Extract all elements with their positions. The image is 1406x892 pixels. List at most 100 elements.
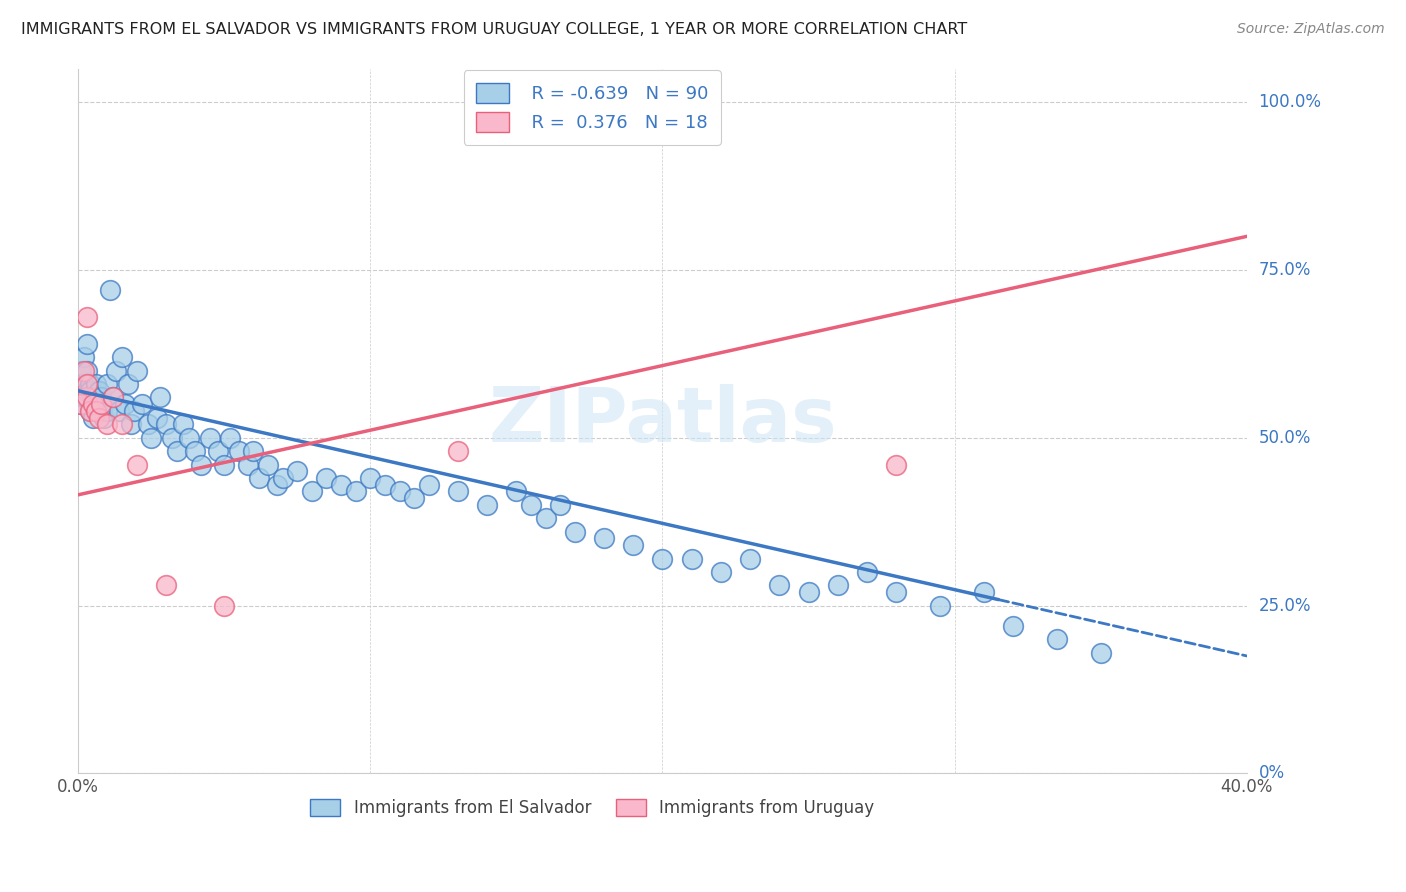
Point — [768, 578, 790, 592]
Point — [710, 565, 733, 579]
Point — [93, 410, 115, 425]
Point — [120, 417, 142, 432]
Point — [447, 484, 470, 499]
Point — [374, 477, 396, 491]
Point — [149, 391, 172, 405]
Point — [76, 310, 98, 324]
Point — [96, 377, 118, 392]
Text: Source: ZipAtlas.com: Source: ZipAtlas.com — [1237, 22, 1385, 37]
Point — [96, 417, 118, 432]
Point — [418, 477, 440, 491]
Point — [82, 391, 104, 405]
Text: 100.0%: 100.0% — [1258, 93, 1322, 112]
Point — [84, 397, 107, 411]
Text: 0%: 0% — [1258, 764, 1285, 782]
Point — [621, 538, 644, 552]
Point — [330, 477, 353, 491]
Point — [76, 391, 98, 405]
Text: ZIPatlas: ZIPatlas — [488, 384, 837, 458]
Point — [548, 498, 571, 512]
Point — [315, 471, 337, 485]
Point — [534, 511, 557, 525]
Point — [1002, 618, 1025, 632]
Legend: Immigrants from El Salvador, Immigrants from Uruguay: Immigrants from El Salvador, Immigrants … — [302, 790, 883, 825]
Point — [228, 444, 250, 458]
Point — [76, 363, 98, 377]
Point — [651, 551, 673, 566]
Point — [84, 404, 107, 418]
Point — [98, 283, 121, 297]
Point — [166, 444, 188, 458]
Point — [1046, 632, 1069, 647]
Point — [247, 471, 270, 485]
Point — [212, 599, 235, 613]
Point — [73, 363, 96, 377]
Point — [593, 532, 616, 546]
Point — [797, 585, 820, 599]
Point — [884, 585, 907, 599]
Point — [271, 471, 294, 485]
Point — [146, 410, 169, 425]
Point — [740, 551, 762, 566]
Point — [122, 404, 145, 418]
Point — [388, 484, 411, 499]
Point — [856, 565, 879, 579]
Point — [236, 458, 259, 472]
Point — [70, 397, 93, 411]
Point — [73, 391, 96, 405]
Point — [219, 431, 242, 445]
Point — [136, 417, 159, 432]
Point — [73, 377, 96, 392]
Point — [827, 578, 849, 592]
Point — [929, 599, 952, 613]
Point — [76, 384, 98, 398]
Point — [198, 431, 221, 445]
Point — [520, 498, 543, 512]
Point — [73, 350, 96, 364]
Point — [1090, 646, 1112, 660]
Point — [172, 417, 194, 432]
Point — [505, 484, 527, 499]
Point — [79, 404, 101, 418]
Point — [155, 578, 177, 592]
Point — [131, 397, 153, 411]
Point — [87, 397, 110, 411]
Point — [125, 363, 148, 377]
Point — [87, 410, 110, 425]
Point — [359, 471, 381, 485]
Point — [141, 431, 163, 445]
Point — [79, 404, 101, 418]
Point — [160, 431, 183, 445]
Point — [344, 484, 367, 499]
Text: 25.0%: 25.0% — [1258, 597, 1310, 615]
Text: 75.0%: 75.0% — [1258, 261, 1310, 279]
Point — [179, 431, 201, 445]
Point — [105, 363, 128, 377]
Point — [125, 458, 148, 472]
Point — [111, 417, 134, 432]
Point — [242, 444, 264, 458]
Point — [681, 551, 703, 566]
Point — [301, 484, 323, 499]
Point — [212, 458, 235, 472]
Point — [82, 397, 104, 411]
Point — [79, 377, 101, 392]
Point — [257, 458, 280, 472]
Point — [76, 336, 98, 351]
Text: 50.0%: 50.0% — [1258, 429, 1310, 447]
Point — [973, 585, 995, 599]
Point — [114, 397, 136, 411]
Point — [79, 384, 101, 398]
Point — [447, 444, 470, 458]
Point — [101, 391, 124, 405]
Point — [404, 491, 426, 505]
Point — [70, 377, 93, 392]
Point — [475, 498, 498, 512]
Point — [190, 458, 212, 472]
Text: IMMIGRANTS FROM EL SALVADOR VS IMMIGRANTS FROM URUGUAY COLLEGE, 1 YEAR OR MORE C: IMMIGRANTS FROM EL SALVADOR VS IMMIGRANT… — [21, 22, 967, 37]
Point — [76, 377, 98, 392]
Point — [184, 444, 207, 458]
Point — [84, 377, 107, 392]
Point — [155, 417, 177, 432]
Point — [108, 404, 131, 418]
